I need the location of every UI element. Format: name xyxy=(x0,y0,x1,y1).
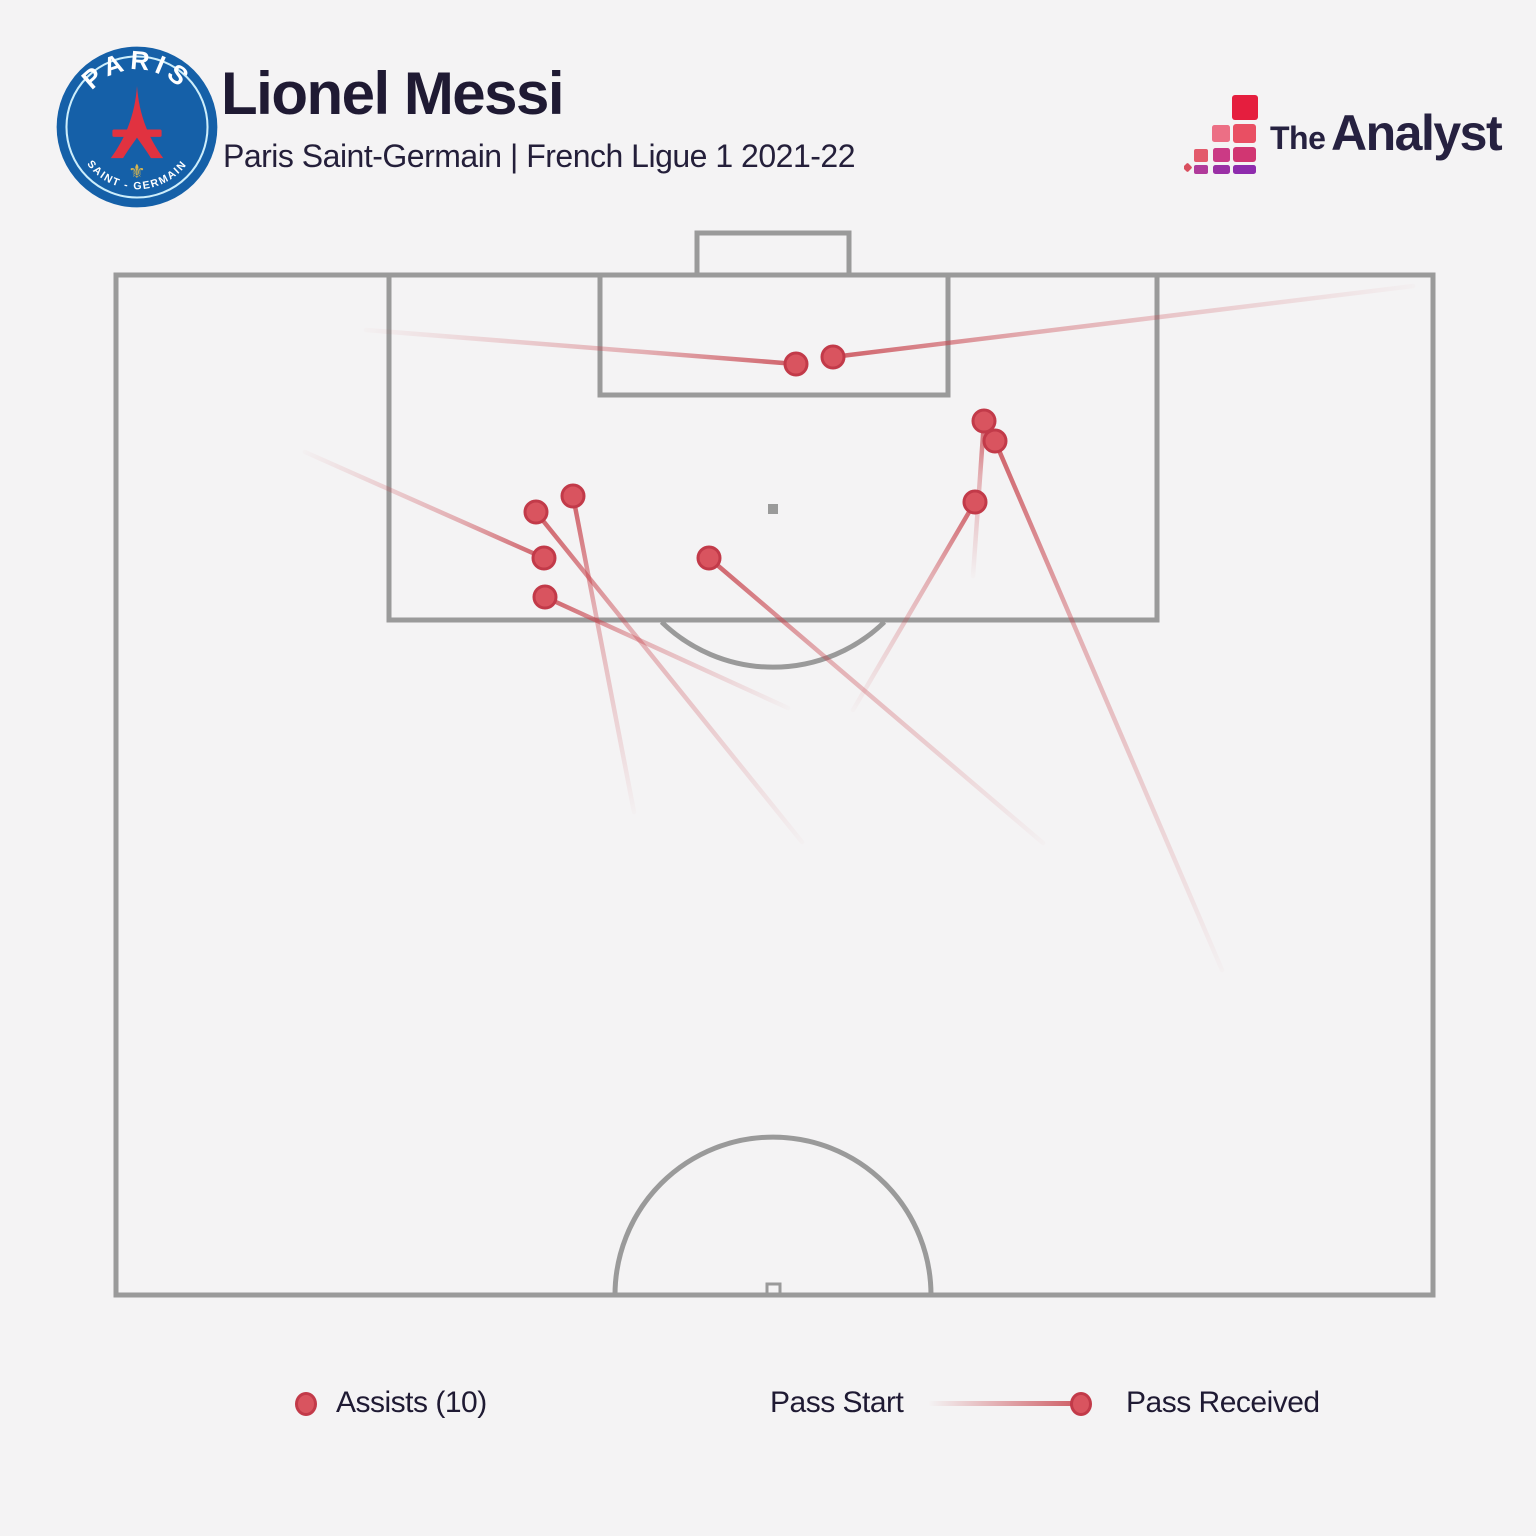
legend-assists-label: Assists (10) xyxy=(336,1386,487,1419)
brand-word-the: The xyxy=(1270,120,1326,156)
penalty-arc xyxy=(659,620,887,670)
the-analyst-logo-icon xyxy=(1184,95,1258,174)
pass-line xyxy=(363,327,799,367)
assist-dot xyxy=(560,483,586,509)
assist-dot xyxy=(820,344,846,370)
legend-pass-received-label: Pass Received xyxy=(1126,1386,1320,1419)
pass-line xyxy=(302,449,547,561)
fleur-de-lis-icon: ⚜ xyxy=(128,161,146,183)
pass-line xyxy=(830,283,1416,360)
assist-dot xyxy=(982,428,1008,454)
pass-layer xyxy=(302,283,1416,973)
goal-frame xyxy=(694,230,852,278)
page-subtitle: Paris Saint-Germain | French Ligue 1 202… xyxy=(223,138,855,174)
kickoff-mark xyxy=(765,1282,782,1296)
six-yard-box xyxy=(597,272,951,398)
legend-pass-received-dot-icon xyxy=(1070,1392,1092,1416)
pass-line xyxy=(533,509,805,845)
pass-line xyxy=(706,555,1046,846)
legend-pass-line-icon xyxy=(928,1401,1074,1406)
assist-dot xyxy=(532,584,558,610)
pass-line xyxy=(570,493,637,815)
legend-pass-start-label: Pass Start xyxy=(770,1386,904,1419)
legend-assist-dot-icon xyxy=(295,1392,317,1416)
penalty-box xyxy=(386,272,1160,623)
psg-crest-logo: PARIS SAINT - GERMAIN ⚜ xyxy=(56,45,218,208)
eiffel-tower-bar xyxy=(112,129,162,137)
assist-dot xyxy=(531,545,557,571)
pass-line xyxy=(850,499,978,713)
psg-crest-ring xyxy=(65,55,209,199)
pitch-outline xyxy=(113,272,1436,1298)
pass-line xyxy=(992,438,1225,973)
centre-circle xyxy=(612,1134,934,1296)
assist-dot xyxy=(962,489,988,515)
assist-dot xyxy=(523,499,549,525)
pass-line xyxy=(542,594,791,711)
assist-dot xyxy=(696,545,722,571)
brand-word-analyst: Analyst xyxy=(1331,105,1503,161)
assist-dot xyxy=(783,351,809,377)
penalty-spot xyxy=(768,504,778,514)
eiffel-tower-icon xyxy=(110,86,164,159)
assist-dot xyxy=(971,408,997,434)
page-title: Lionel Messi xyxy=(221,60,565,127)
